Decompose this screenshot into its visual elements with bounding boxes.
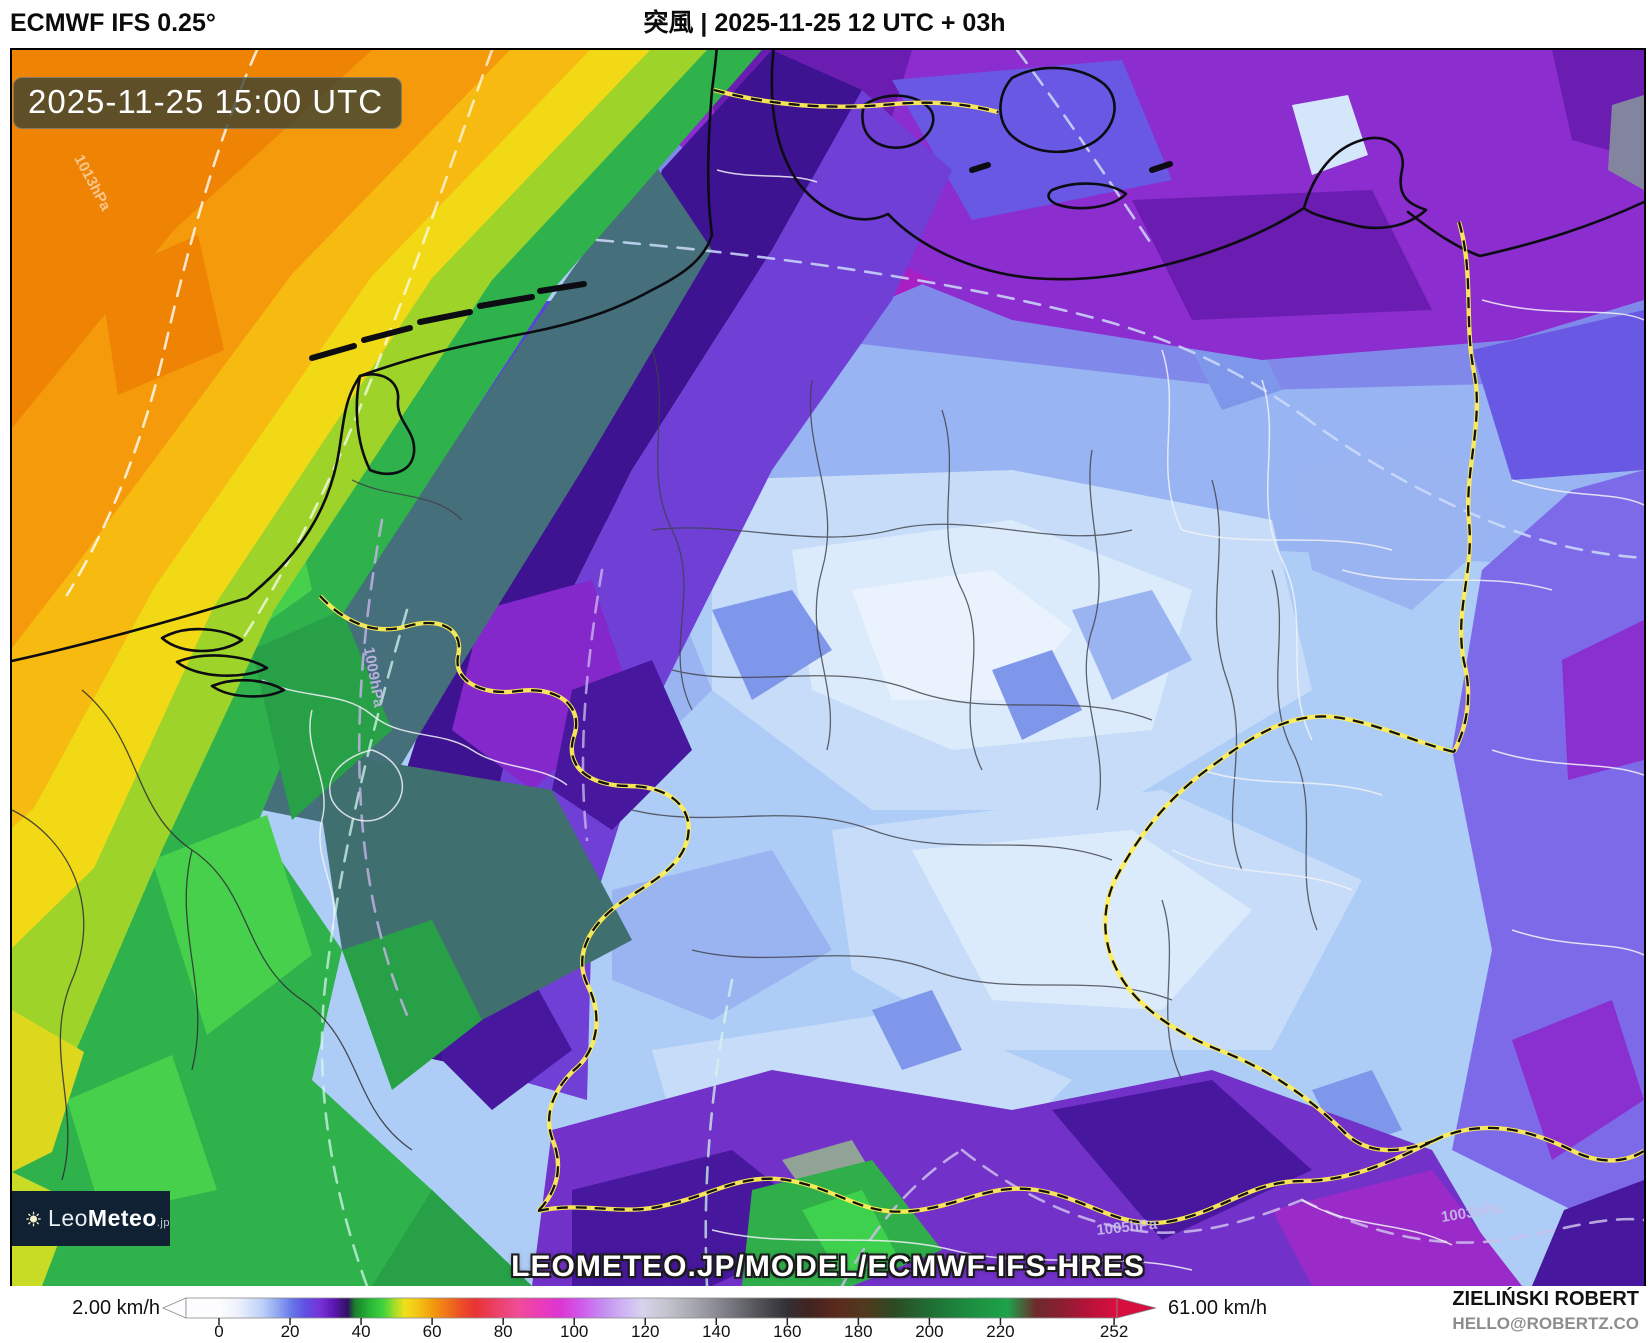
svg-text:60: 60 [423,1322,442,1338]
wadden-islands [309,161,1173,361]
admin-borders-france [12,689,413,1181]
svg-text:252: 252 [1100,1322,1128,1338]
wind-gust-map-canvas: 1013hPa 1009hPa 1005hPa 1003hPa [12,50,1644,1286]
svg-text:220: 220 [986,1322,1014,1338]
header-bar: ECMWF IFS 0.25° 突風 | 2025-11-25 12 UTC +… [0,0,1649,48]
svg-text:80: 80 [494,1322,513,1338]
svg-text:120: 120 [631,1322,659,1338]
svg-text:20: 20 [281,1322,300,1338]
forecast-title: 突風 | 2025-11-25 12 UTC + 03h [643,9,1006,37]
colorbar-right-arrow [1116,1297,1157,1319]
colorbar: 2.00 km/h 0 20 40 60 80 100 120 140 160 180 200 220… [72,1297,1267,1341]
colorbar-max-label: 61.00 km/h [1168,1297,1267,1319]
leometeo-logo[interactable]: LeoMeteo.jp [12,1191,170,1246]
contact-email-link[interactable]: HELLO@ROBERTZ.CO [1452,1314,1639,1333]
author-name: ZIELIŃSKI ROBERT [1452,1288,1639,1310]
admin-borders [351,349,1318,1081]
svg-text:40: 40 [352,1322,371,1338]
isobar-lines [65,50,1644,1286]
svg-text:140: 140 [702,1322,730,1338]
sun-icon [26,1211,41,1226]
svg-text:180: 180 [844,1322,872,1338]
logo-wordmark: LeoMeteo.jp [48,1205,170,1231]
admin-borders-light [261,169,1644,1271]
wind-gust-field [12,50,1644,1286]
coastlines [12,50,1644,698]
svg-text:160: 160 [773,1322,801,1338]
credits-block: ZIELIŃSKI ROBERT HELLO@ROBERTZ.CO [1452,1288,1639,1334]
colorbar-min-label: 2.00 km/h [72,1297,160,1319]
svg-text:0: 0 [214,1322,223,1338]
svg-text:100: 100 [560,1322,588,1338]
watermark-text: LEOMETEO.JP/MODEL/ECMWF-IFS-HRES [511,1250,1145,1283]
svg-text:200: 200 [915,1322,943,1338]
colorbar-gradient-bar [185,1297,1118,1319]
model-label: ECMWF IFS 0.25° [10,9,216,37]
country-borders [318,87,1644,1226]
colorbar-panel: 2.00 km/h 0 20 40 60 80 100 120 140 160 180 200 220… [0,1286,1649,1341]
colorbar-ticks: 0 20 40 60 80 100 120 140 160 180 200 220 252 [214,1318,1128,1341]
weather-map: 1013hPa 1009hPa 1005hPa 1003hPa 2025-11-… [10,48,1646,1288]
timestamp-badge: 2025-11-25 15:00 UTC [13,77,403,129]
colorbar-left-arrow [161,1297,187,1319]
isobar-label-south: 1005hPa [1096,1216,1159,1239]
